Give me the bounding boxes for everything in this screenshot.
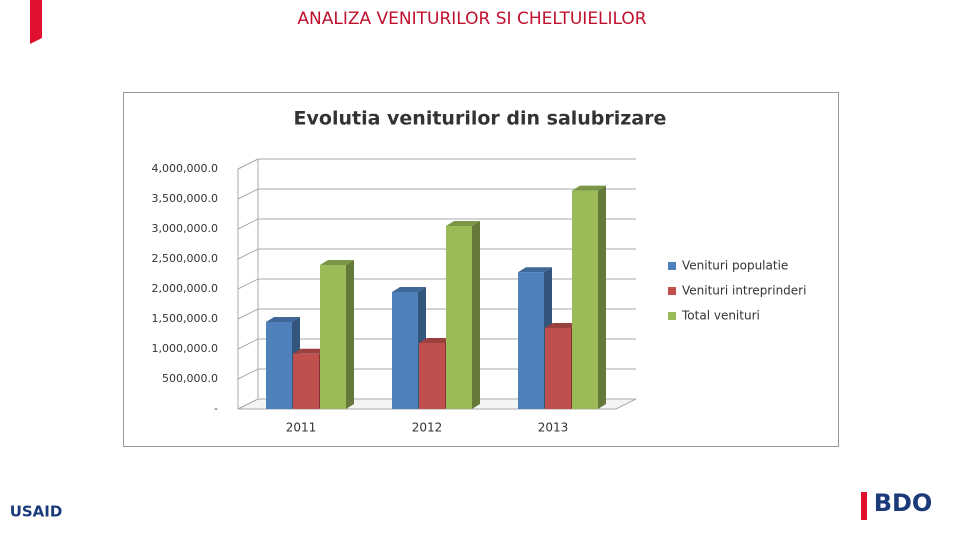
y-tick-label: 3,500,000.0	[152, 192, 218, 205]
bar-side	[472, 221, 480, 409]
bar	[293, 353, 319, 409]
slide-title: ANALIZA VENITURILOR SI CHELTUIELILOR	[297, 9, 646, 29]
legend-label: Venituri populatie	[682, 259, 788, 273]
y-tick-label: -	[214, 402, 218, 415]
bar	[320, 265, 346, 409]
y-tick-label: 4,000,000.0	[152, 162, 218, 175]
x-tick-label: 2011	[286, 421, 317, 435]
bar-side	[346, 260, 354, 409]
legend-label: Total venituri	[681, 309, 760, 323]
grid-line	[237, 188, 636, 200]
bar-top	[446, 221, 480, 226]
y-tick-label: 500,000.0	[162, 372, 218, 385]
grid-line	[237, 248, 636, 260]
y-tick-label: 1,000,000.0	[152, 342, 218, 355]
bar-top	[320, 260, 354, 265]
bar	[572, 190, 598, 409]
bar-top	[293, 348, 327, 354]
legend-swatch	[668, 262, 676, 270]
bdo-accent	[861, 492, 867, 520]
legend-swatch	[668, 312, 676, 320]
bar	[545, 328, 571, 409]
y-tick-label: 1,500,000.0	[152, 312, 218, 325]
grid-line	[237, 308, 636, 320]
chart-title: Evolutia veniturilor din salubrizare	[294, 108, 667, 130]
grid-line	[237, 218, 636, 230]
bar-top	[392, 287, 426, 292]
bdo-logo: BDO	[874, 489, 933, 517]
bar-top	[545, 323, 579, 328]
bar	[518, 272, 544, 409]
bar-side	[598, 185, 606, 409]
x-tick-label: 2013	[538, 421, 569, 435]
grid-line	[237, 278, 636, 290]
bar-top	[518, 267, 552, 273]
legend-swatch	[668, 287, 676, 295]
chart-frame	[123, 92, 839, 447]
legend-label: Venituri intreprinderi	[682, 284, 806, 298]
bar	[446, 226, 472, 409]
bar	[392, 292, 418, 409]
accent-bar	[30, 0, 42, 44]
usaid-logo: USAID	[10, 503, 63, 521]
grid-line	[237, 158, 636, 170]
bar-top	[266, 317, 300, 322]
x-tick-label: 2012	[412, 421, 443, 435]
y-tick-label: 3,000,000.0	[152, 222, 218, 235]
bar	[266, 322, 292, 409]
bar-top	[419, 338, 453, 343]
grid-line	[237, 398, 636, 410]
y-tick-label: 2,000,000.0	[152, 282, 218, 295]
bar-top	[572, 185, 606, 191]
grid-line	[237, 338, 636, 350]
y-tick-label: 2,500,000.0	[152, 252, 218, 265]
bar	[419, 343, 445, 409]
grid-line	[237, 368, 636, 380]
